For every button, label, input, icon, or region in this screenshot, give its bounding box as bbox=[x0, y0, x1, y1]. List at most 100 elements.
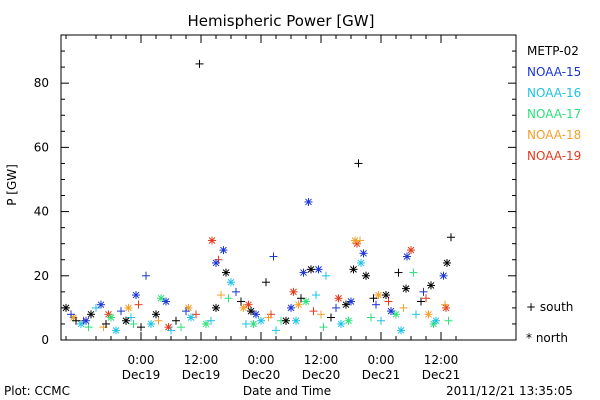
data-point-noaa-15-north bbox=[97, 300, 105, 309]
data-point-noaa-15-south bbox=[182, 307, 190, 316]
data-point-noaa-19-north bbox=[289, 287, 298, 296]
x-tick-time: 0:00 bbox=[248, 353, 275, 367]
data-point-noaa-18-north bbox=[239, 303, 248, 312]
data-point-noaa-18-north bbox=[424, 310, 433, 319]
data-point-noaa-19-south bbox=[384, 297, 393, 306]
data-point-noaa-15-north bbox=[252, 310, 260, 319]
data-point-metp-02-north bbox=[122, 316, 130, 325]
data-point-metp-02-south bbox=[172, 316, 180, 325]
data-point-noaa-15-north bbox=[162, 297, 170, 306]
data-point-metp-02-south bbox=[72, 316, 80, 325]
data-point-noaa-15-north bbox=[212, 258, 220, 267]
x-tick-date: Dec20 bbox=[302, 368, 341, 382]
data-point-noaa-19-north bbox=[244, 300, 253, 309]
data-point-noaa-15-south bbox=[419, 287, 428, 296]
legend-entry-noaa-19: NOAA-19 bbox=[527, 149, 581, 163]
data-point-metp-02-south bbox=[262, 278, 270, 287]
data-point-noaa-17-north bbox=[202, 319, 210, 328]
x-tick-date: Dec19 bbox=[122, 368, 161, 382]
data-point-noaa-15-south bbox=[117, 307, 125, 316]
data-point-metp-02-south bbox=[394, 268, 403, 277]
x-tick-date: Dec19 bbox=[182, 368, 221, 382]
data-point-metp-02-north bbox=[87, 310, 95, 319]
data-point-metp-02-south bbox=[297, 294, 305, 303]
data-point-noaa-15-north bbox=[387, 307, 395, 316]
data-point-noaa-18-south bbox=[217, 291, 225, 300]
data-point-noaa-19-north bbox=[208, 236, 216, 245]
chart-title: Hemispheric Power [GW] bbox=[188, 12, 375, 30]
y-axis: 0 20 40 60 80 bbox=[34, 50, 516, 347]
data-point-noaa-15-south bbox=[332, 303, 340, 312]
x-tick-time: 12:00 bbox=[304, 353, 339, 367]
data-point-metp-02-north bbox=[362, 271, 370, 280]
data-point-noaa-15-south bbox=[67, 310, 75, 319]
data-point-noaa-15-south bbox=[269, 252, 278, 261]
data-point-noaa-16-south bbox=[127, 313, 135, 322]
data-point-noaa-16-north bbox=[147, 319, 155, 328]
data-point-metp-02-south bbox=[237, 297, 245, 306]
x-tick-time: 0:00 bbox=[368, 353, 395, 367]
data-point-noaa-17-north bbox=[249, 319, 258, 328]
data-point-noaa-17-south bbox=[84, 323, 93, 332]
data-point-noaa-16-north bbox=[187, 313, 195, 322]
data-point-noaa-19-south bbox=[192, 310, 200, 319]
data-point-noaa-16-north bbox=[337, 319, 345, 328]
data-point-noaa-17-north bbox=[302, 297, 310, 306]
x-axis: 0:00Dec1912:00Dec190:00Dec2012:00Dec200:… bbox=[65, 35, 461, 382]
data-point-noaa-15-north bbox=[304, 197, 313, 206]
data-point-noaa-19-south bbox=[134, 300, 143, 309]
data-point-metp-02-south bbox=[417, 297, 425, 306]
data-point-noaa-16-north bbox=[77, 319, 85, 328]
data-point-metp-02-north bbox=[349, 265, 358, 274]
x-tick-time: 12:00 bbox=[184, 353, 219, 367]
data-point-metp-02-north bbox=[247, 307, 255, 316]
data-point-noaa-16-north bbox=[357, 258, 365, 267]
legend: METP-02 NOAA-15 NOAA-16 NOAA-17 NOAA-18 NOAA-… bbox=[527, 44, 581, 163]
x-tick-date: Dec21 bbox=[362, 368, 401, 382]
data-point-noaa-16-south bbox=[242, 319, 250, 328]
data-point-noaa-18-south bbox=[154, 316, 163, 325]
legend-entry-noaa-17: NOAA-17 bbox=[527, 107, 581, 121]
x-axis-label: Date and Time bbox=[243, 384, 331, 398]
data-point-noaa-15-north bbox=[287, 303, 295, 312]
plot-frame bbox=[60, 34, 517, 341]
data-point-noaa-17-north bbox=[344, 316, 353, 325]
data-point-noaa-18-north bbox=[374, 291, 383, 300]
data-point-noaa-17-south bbox=[177, 323, 185, 332]
data-point-metp-02-north bbox=[443, 258, 451, 267]
north-marker-key: * north bbox=[526, 331, 568, 345]
y-tick-label: 80 bbox=[34, 76, 49, 90]
legend-entry-noaa-16: NOAA-16 bbox=[527, 86, 581, 100]
data-point-noaa-19-south bbox=[309, 307, 318, 316]
data-point-noaa-16-south bbox=[312, 291, 320, 300]
data-point-noaa-18-south bbox=[264, 313, 273, 322]
data-point-noaa-16-south bbox=[92, 303, 100, 312]
data-point-noaa-17-south bbox=[224, 294, 233, 303]
x-tick-time: 0:00 bbox=[128, 353, 155, 367]
data-point-noaa-18-south bbox=[441, 300, 449, 309]
y-axis-label: P [GW] bbox=[5, 164, 19, 206]
data-point-noaa-16-north bbox=[227, 278, 235, 287]
y-tick-label: 40 bbox=[34, 205, 49, 219]
legend-entry-metp-02: METP-02 bbox=[527, 44, 579, 58]
data-point-metp-02-north bbox=[62, 303, 70, 312]
data-point-noaa-16-south bbox=[377, 316, 385, 325]
data-point-noaa-15-north bbox=[347, 297, 355, 306]
data-point-noaa-17-south bbox=[319, 323, 328, 332]
data-point-noaa-15-north bbox=[403, 252, 411, 261]
data-point-metp-02-north bbox=[222, 268, 230, 277]
data-point-metp-02-north bbox=[402, 284, 410, 293]
x-tick-date: Dec21 bbox=[422, 368, 461, 382]
data-point-metp-02-south bbox=[369, 294, 378, 303]
data-point-noaa-17-south bbox=[444, 316, 453, 325]
data-point-noaa-16-south bbox=[207, 316, 215, 325]
data-point-noaa-16-south bbox=[322, 271, 330, 280]
data-point-metp-02-north bbox=[427, 281, 435, 290]
data-point-noaa-17-south bbox=[129, 319, 138, 328]
data-point-noaa-15-north bbox=[299, 268, 308, 277]
data-point-metp-02-south bbox=[137, 323, 145, 332]
data-point-noaa-16-south bbox=[272, 326, 280, 335]
data-point-metp-02-south bbox=[195, 59, 204, 68]
data-point-noaa-15-south bbox=[142, 271, 150, 280]
